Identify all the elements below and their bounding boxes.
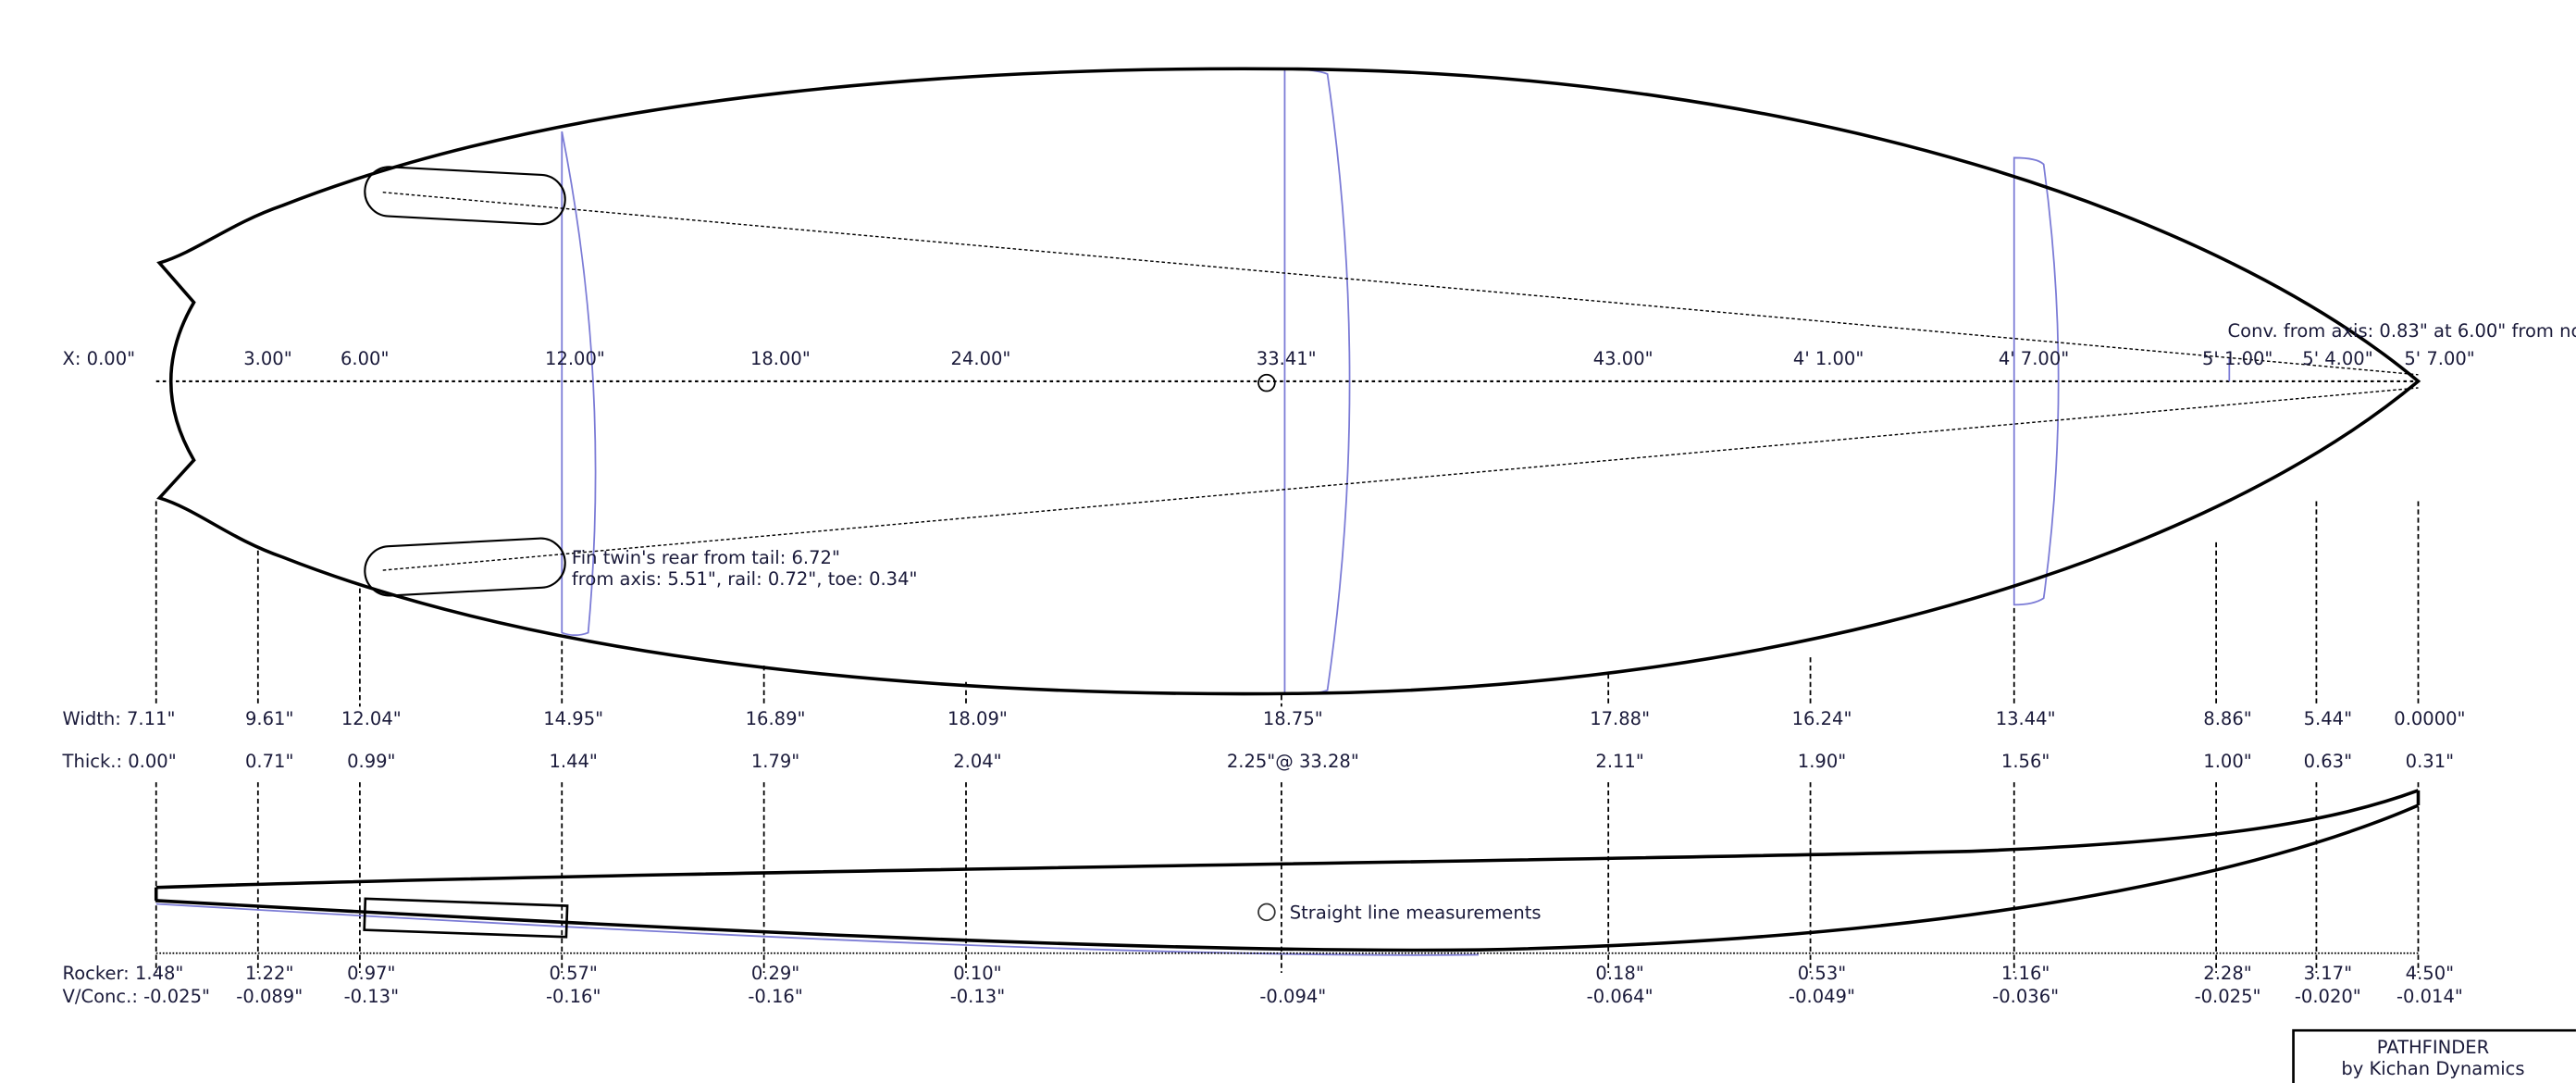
thick-label: 2.04" <box>953 751 1001 772</box>
rocker-label: 3.17" <box>2304 963 2352 984</box>
x-label: 5' 1.00" <box>2202 348 2273 369</box>
rocker-label: Rocker: 1.48" <box>63 963 184 984</box>
x-label: 18.00" <box>750 348 811 369</box>
thick-label: 1.79" <box>751 751 799 772</box>
width-label: Width: 7.11" <box>63 708 176 729</box>
width-label: 16.89" <box>746 708 806 729</box>
vconc-label: -0.036" <box>1992 986 2059 1007</box>
rocker-label: 0.10" <box>953 963 1001 984</box>
board-outline <box>156 67 2421 696</box>
thick-label: 2.25"@ 33.28" <box>1227 751 1359 772</box>
fin-line-bottom <box>382 387 2419 571</box>
x-label: 4' 7.00" <box>1999 348 2069 369</box>
rocker-label: 2.28" <box>2203 963 2251 984</box>
fin-top <box>364 166 566 226</box>
vconc-label: -0.020" <box>2295 986 2361 1007</box>
width-label: 9.61" <box>245 708 293 729</box>
x-label: 4' 1.00" <box>1793 348 1864 369</box>
fin-annotation-line2: from axis: 5.51", rail: 0.72", toe: 0.34… <box>572 568 918 590</box>
x-label: 24.00" <box>951 348 1011 369</box>
vconc-label: -0.13" <box>344 986 399 1007</box>
x-label: 12.00" <box>545 348 605 369</box>
vconc-label: -0.13" <box>950 986 1005 1007</box>
vconc-label: -0.014" <box>2396 986 2463 1007</box>
thick-label: 1.00" <box>2203 751 2251 772</box>
width-label: 8.86" <box>2203 708 2251 729</box>
vconc-label: V/Conc.: -0.025" <box>63 986 210 1007</box>
rocker-label: 1.22" <box>245 963 293 984</box>
width-label: 18.09" <box>947 708 1008 729</box>
x-label: X: 0.00" <box>63 348 136 369</box>
rocker-label: 1.16" <box>2001 963 2050 984</box>
thick-label: 2.11" <box>1595 751 1643 772</box>
thick-label: Thick.: 0.00" <box>62 751 177 772</box>
x-label: 43.00" <box>1593 348 1653 369</box>
vconc-label: -0.16" <box>546 986 601 1007</box>
width-label: 13.44" <box>1996 708 2056 729</box>
rocker-deck <box>155 789 2420 890</box>
vconc-label: -0.094" <box>1259 986 1326 1007</box>
rocker-label: 0.57" <box>549 963 597 984</box>
rocker-bottom-shadow <box>155 902 1479 956</box>
fin-box-profile <box>363 897 569 939</box>
vconc-label: -0.089" <box>236 986 303 1007</box>
straight-line-radio[interactable] <box>1257 902 1276 922</box>
thick-label: 0.63" <box>2304 751 2352 772</box>
thick-label: 0.71" <box>245 751 293 772</box>
thick-label: 1.44" <box>549 751 597 772</box>
width-label: 12.04" <box>341 708 402 729</box>
x-label: 5' 4.00" <box>2302 348 2372 369</box>
width-label: 14.95" <box>543 708 603 729</box>
rocker-label: 0.18" <box>1595 963 1643 984</box>
x-label: 6.00" <box>341 348 389 369</box>
section-12 <box>561 131 597 637</box>
title-block: PATHFINDER by Kichan Dynamics <box>2292 1028 2576 1083</box>
vconc-label: -0.049" <box>1789 986 1855 1007</box>
rocker-label: 0.53" <box>1798 963 1846 984</box>
vconc-label: -0.064" <box>1587 986 1653 1007</box>
title-line1: PATHFINDER <box>2377 1037 2489 1058</box>
rocker-label: 4.50" <box>2406 963 2454 984</box>
station-lines <box>155 501 2420 974</box>
section-55 <box>2012 156 2060 606</box>
rocker-bottom <box>155 803 2420 952</box>
rocker-label: 0.29" <box>751 963 799 984</box>
width-label: 0.0000" <box>2394 708 2465 729</box>
width-label: 5.44" <box>2304 708 2352 729</box>
thick-label: 1.90" <box>1798 751 1846 772</box>
fin-annotation-line1: Fin twin's rear from tail: 6.72" <box>572 547 840 568</box>
measurement-labels: X: 0.00" 3.00" 6.00" 12.00" 18.00" 24.00" 33.4… <box>62 348 2475 1007</box>
x-label: 5' 7.00" <box>2404 348 2474 369</box>
thick-label: 1.56" <box>2001 751 2050 772</box>
width-label: 16.24" <box>1792 708 1852 729</box>
thick-label: 0.31" <box>2406 751 2454 772</box>
x-label: 33.41" <box>1257 348 1317 369</box>
width-label: 17.88" <box>1590 708 1650 729</box>
rocker-label: 0.97" <box>347 963 395 984</box>
thick-label: 0.99" <box>347 751 395 772</box>
fin-bottom <box>364 537 566 597</box>
width-label: 18.75" <box>1263 708 1323 729</box>
vconc-label: -0.16" <box>748 986 802 1007</box>
x-label: 3.00" <box>243 348 291 369</box>
straight-line-label[interactable]: Straight line measurements <box>1290 902 1542 923</box>
fin-line-top <box>382 192 2419 376</box>
title-line2: by Kichan Dynamics <box>2341 1058 2524 1079</box>
convergence-annotation: Conv. from axis: 0.83" at 6.00" from no <box>2228 320 2576 342</box>
center-marker[interactable] <box>1257 373 1276 392</box>
vconc-label: -0.025" <box>2195 986 2261 1007</box>
